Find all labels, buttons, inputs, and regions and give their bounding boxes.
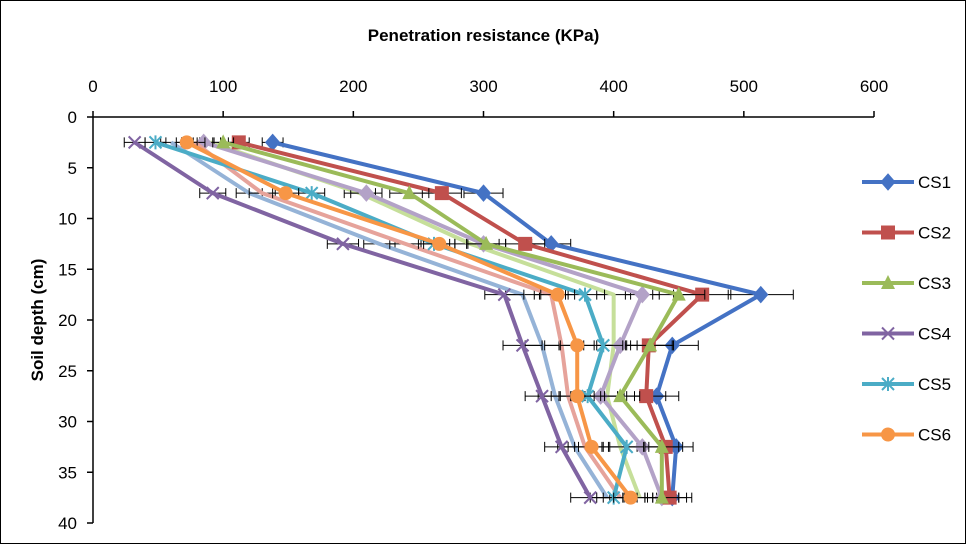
- legend-marker: [881, 377, 895, 391]
- x-tick-label: 400: [599, 77, 627, 96]
- legend-label: CS2: [918, 224, 951, 243]
- series-line: [193, 140, 622, 499]
- data-point: [148, 135, 163, 150]
- legend: CS1 CS2 CS3 CS4 CS5 CS6: [862, 173, 951, 445]
- legend-label: CS5: [918, 375, 951, 394]
- data-point: [554, 440, 569, 454]
- series-cs4: [123, 135, 611, 505]
- legend-item-cs4: CS4: [862, 325, 951, 344]
- data-point: [583, 490, 597, 505]
- legend-item-cs3: CS3: [862, 274, 951, 293]
- y-tick-label: 20: [58, 311, 77, 330]
- data-point: [753, 285, 769, 304]
- data-point: [518, 236, 533, 251]
- data-point: [596, 338, 610, 353]
- y-tick-label: 30: [58, 413, 77, 432]
- data-point: [127, 135, 142, 150]
- data-point: [434, 186, 449, 201]
- data-point: [479, 235, 494, 250]
- data-point: [570, 338, 585, 353]
- data-point: [475, 184, 492, 202]
- data-point: [570, 389, 585, 404]
- series-cs6: [175, 135, 649, 505]
- data-point: [304, 186, 319, 201]
- data-point: [515, 338, 530, 353]
- legend-label: CS1: [918, 173, 951, 192]
- legend-item-cs5: CS5: [862, 375, 951, 394]
- series-line: [203, 140, 664, 499]
- data-point: [402, 185, 417, 200]
- data-point: [216, 134, 231, 149]
- series-line: [222, 140, 681, 498]
- data-point: [634, 285, 650, 304]
- series-line: [238, 140, 705, 498]
- y-axis-title: Soil depth (cm): [28, 259, 47, 382]
- data-point: [643, 337, 658, 352]
- series-line: [272, 140, 763, 498]
- data-point: [578, 287, 592, 302]
- data-point: [639, 389, 654, 404]
- legend-item-cs1: CS1: [862, 173, 951, 192]
- legend-marker: [881, 427, 895, 442]
- series-cs1: [261, 133, 794, 507]
- data-point: [432, 236, 447, 251]
- series-line: [154, 140, 629, 499]
- axes: 0 100 200 300 400 500 600 0 5 10 15 20 25 30 35 40: [58, 77, 888, 533]
- data-point: [619, 439, 634, 454]
- data-point: [613, 388, 628, 403]
- data-point: [671, 286, 686, 301]
- data-point: [497, 287, 512, 302]
- legend-item-cs6: CS6: [862, 426, 951, 445]
- data-point: [654, 489, 669, 504]
- legend-marker: [880, 173, 896, 191]
- data-point: [623, 490, 638, 505]
- data-point: [550, 287, 565, 302]
- data-point: [336, 237, 350, 251]
- y-tick-label: 15: [58, 260, 77, 279]
- x-tick-label: 100: [209, 77, 237, 96]
- y-tick-label: 10: [58, 210, 77, 229]
- data-point: [654, 438, 669, 453]
- legend-item-cs2: CS2: [862, 224, 951, 243]
- series-line: [170, 140, 609, 499]
- legend-label: CS4: [918, 325, 951, 344]
- data-point: [358, 184, 375, 202]
- x-tick-label: 500: [730, 77, 758, 96]
- x-axis-title: Penetration resistance (KPa): [368, 26, 599, 45]
- series-cs3: [212, 134, 706, 504]
- series-layer: [123, 133, 794, 507]
- legend-marker: [881, 275, 895, 289]
- x-tick-label: 300: [469, 77, 497, 96]
- x-tick-label: 600: [860, 77, 888, 96]
- legend-label: CS6: [918, 426, 951, 445]
- legend-marker: [881, 225, 895, 240]
- data-point: [584, 439, 599, 454]
- data-point: [535, 389, 549, 403]
- y-tick-label: 5: [68, 159, 77, 178]
- y-tick-label: 35: [58, 463, 77, 482]
- data-point: [278, 186, 293, 201]
- legend-label: CS3: [918, 274, 951, 293]
- series-line: [133, 140, 592, 499]
- y-tick-label: 40: [58, 514, 77, 533]
- y-tick-label: 0: [68, 108, 77, 127]
- data-point: [179, 135, 194, 150]
- x-tick-label: 0: [88, 77, 97, 96]
- legend-marker: [881, 326, 895, 341]
- x-tick-label: 200: [339, 77, 367, 96]
- data-point: [206, 186, 220, 200]
- y-tick-label: 25: [58, 362, 77, 381]
- series-line: [185, 140, 633, 499]
